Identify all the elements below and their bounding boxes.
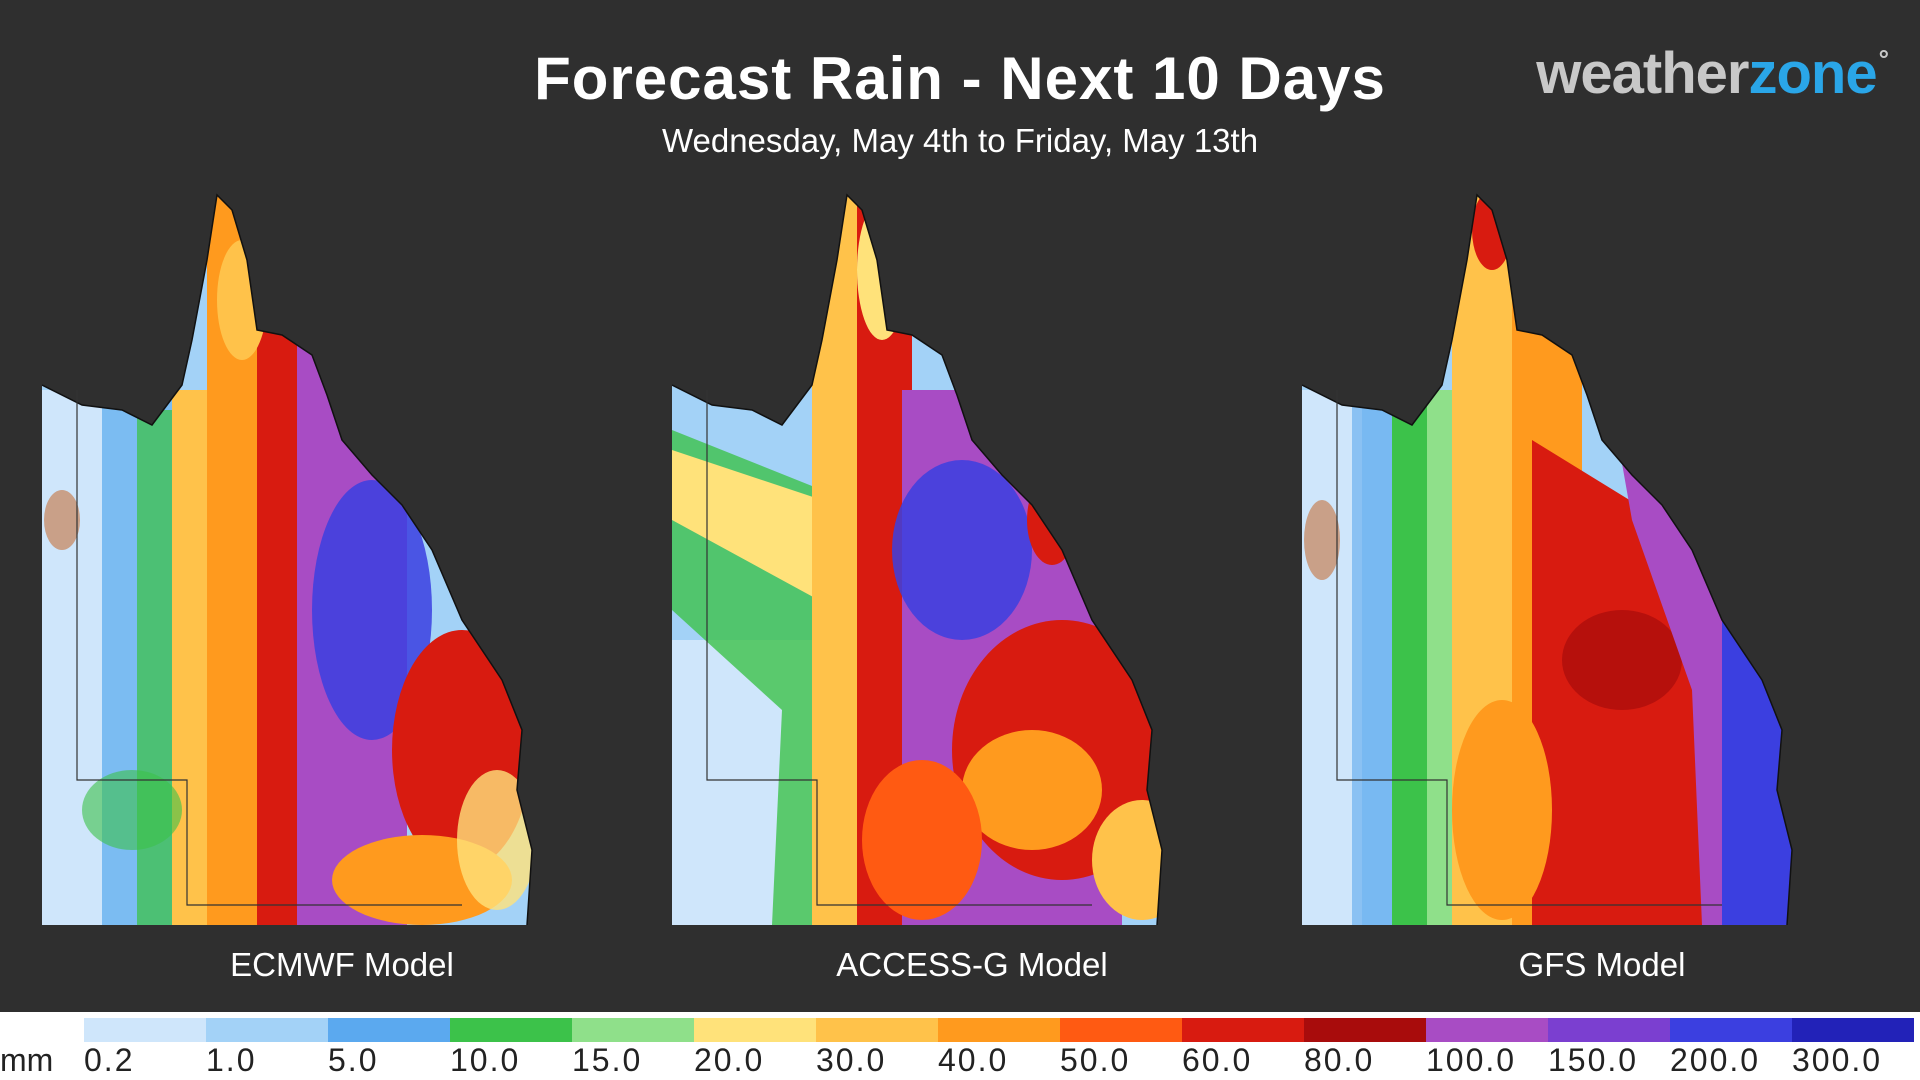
model-label-access-g: ACCESS-G Model [836,946,1108,983]
rainfall-map-ecmwf [42,193,533,925]
legend-swatch [1548,1018,1670,1042]
legend-tick-label: 300.0 [1792,1042,1883,1078]
logo-text-zone: zone [1748,41,1877,106]
legend-swatch [1304,1018,1426,1042]
legend-tick-label: 150.0 [1548,1042,1639,1078]
rainfall-map-access-g [672,193,1163,925]
legend-swatch [694,1018,816,1042]
legend-swatch [1182,1018,1304,1042]
legend-color-scale [84,1018,1914,1042]
rainfall-map-gfs [1302,193,1793,925]
page-title: Forecast Rain - Next 10 Days [534,45,1386,112]
map-panel-ecmwf [42,190,642,925]
legend-swatch [1426,1018,1548,1042]
legend-tick-label: 60.0 [1182,1042,1253,1078]
logo-text-weather: weather [1536,41,1749,106]
legend-swatch [1792,1018,1914,1042]
legend-tick-label: 200.0 [1670,1042,1761,1078]
legend-swatch [816,1018,938,1042]
legend-tick-label: 15.0 [572,1042,643,1078]
legend-tick-label: 10.0 [450,1042,521,1078]
logo-degree-mark: ° [1878,44,1889,74]
legend-swatch [938,1018,1060,1042]
legend-tick-label: 5.0 [328,1042,379,1078]
legend-unit: mm [0,1042,54,1078]
model-label-ecmwf: ECMWF Model [230,946,454,983]
date-range-subtitle: Wednesday, May 4th to Friday, May 13th [661,122,1259,159]
legend-swatch [328,1018,450,1042]
legend-swatch [572,1018,694,1042]
legend-tick-label: 30.0 [816,1042,887,1078]
legend-tick-label: 50.0 [1060,1042,1131,1078]
legend-tick-label: 80.0 [1304,1042,1375,1078]
weatherzone-logo: weatherzone° [1536,40,1889,107]
legend-tick-label: 1.0 [206,1042,257,1078]
legend-swatch [450,1018,572,1042]
legend-tick-label: 40.0 [938,1042,1009,1078]
legend-swatch [1060,1018,1182,1042]
legend-swatch [84,1018,206,1042]
legend-swatch [206,1018,328,1042]
map-panel-access-g [672,190,1272,925]
legend-tick-label: 100.0 [1426,1042,1517,1078]
map-panel-gfs [1302,190,1902,925]
model-label-gfs: GFS Model [1518,946,1686,983]
legend-tick-label: 0.2 [84,1042,135,1078]
rainfall-legend: mm 0.2 1.0 5.0 10.0 15.0 20.0 30.0 40.0 50.0 60.0… [0,1012,1920,1080]
legend-tick-label: 20.0 [694,1042,765,1078]
legend-swatch [1670,1018,1792,1042]
